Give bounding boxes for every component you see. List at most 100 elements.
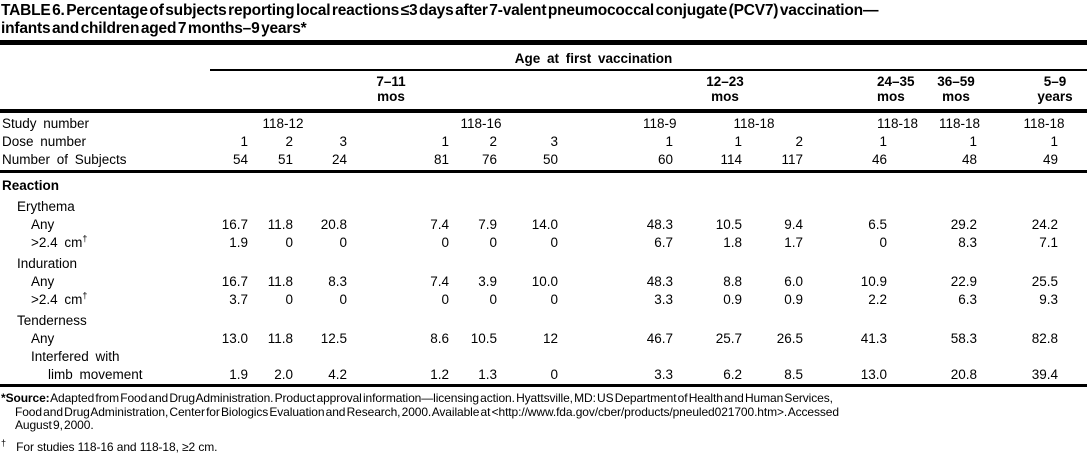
age-group-unit: mos xyxy=(942,89,970,104)
dose-number-value: 3 xyxy=(550,134,558,149)
reaction-row-label: Any xyxy=(31,331,55,346)
dagger-footnote-text: For studies 118-16 and 118-18, ≥2 cm. xyxy=(16,439,218,454)
dose-number-value: 1 xyxy=(734,134,742,149)
study-number-label: Study number xyxy=(2,116,90,131)
age-group-range: 24–35 xyxy=(877,74,915,89)
reaction-value xyxy=(977,250,1058,271)
source-footnote-line-1: *Source: Adapted from Food and Drug Admi… xyxy=(1,391,1087,406)
reaction-value: 8.8 xyxy=(723,274,742,289)
number-of-subjects-value: 54 xyxy=(210,149,248,173)
reaction-value: 2.0 xyxy=(248,364,293,387)
reaction-value: 0 xyxy=(497,364,558,387)
reaction-value xyxy=(248,172,293,194)
reaction-row-label: >2.4 cm† xyxy=(31,290,88,307)
dose-number-value: 1 xyxy=(879,134,887,149)
table-header: Age at first vaccination 7–11 mos 12–23 mo… xyxy=(0,45,1087,173)
spacer-cell xyxy=(1058,193,1087,214)
reaction-value xyxy=(347,172,449,194)
reaction-value: 9.3 xyxy=(1039,292,1058,307)
study-number: 118-12 xyxy=(262,116,304,131)
reaction-value xyxy=(347,346,449,364)
reaction-value xyxy=(497,346,558,364)
reaction-row-label: Erythema xyxy=(17,199,75,214)
reaction-row: Erythema xyxy=(0,193,1087,214)
reaction-value xyxy=(449,346,497,364)
dose-number-value: 1 xyxy=(1050,134,1058,149)
reaction-value: 12.5 xyxy=(320,331,347,346)
reaction-value: 46.7 xyxy=(646,331,673,346)
number-of-subjects-value: 76 xyxy=(449,149,497,173)
reaction-value xyxy=(673,250,742,271)
reaction-value: 6.5 xyxy=(868,217,887,232)
empty-corner-cell xyxy=(0,45,210,70)
dose-number-label: Dose number xyxy=(2,134,87,149)
reaction-value xyxy=(887,172,977,194)
reaction-value xyxy=(248,250,293,271)
reaction-value xyxy=(347,307,449,328)
reaction-value xyxy=(558,193,673,214)
dose-number-value: 1 xyxy=(441,134,449,149)
reaction-row-label: Tenderness xyxy=(17,313,87,328)
reaction-value: 24.2 xyxy=(1031,217,1058,232)
reaction-value: 1.9 xyxy=(210,364,248,387)
spacer-cell xyxy=(1058,149,1087,173)
reaction-value: 1.8 xyxy=(723,235,742,250)
reaction-value: 13.0 xyxy=(803,364,887,387)
reaction-row: Induration xyxy=(0,250,1087,271)
reaction-value: 0 xyxy=(879,235,887,250)
reaction-value xyxy=(742,307,803,328)
reaction-value xyxy=(497,307,558,328)
source-footnote: *Source: Adapted from Food and Drug Admi… xyxy=(1,391,1087,433)
reaction-value xyxy=(887,346,977,364)
age-group-range: 7–11 xyxy=(376,74,406,89)
reaction-value: 41.3 xyxy=(860,331,887,346)
reaction-value xyxy=(803,346,887,364)
reaction-value: 0 xyxy=(441,235,449,250)
dose-number-value: 2 xyxy=(489,134,497,149)
reaction-value xyxy=(248,307,293,328)
reaction-value: 6.2 xyxy=(673,364,742,387)
reaction-value: 3.3 xyxy=(558,364,673,387)
reaction-value: 3.9 xyxy=(478,274,497,289)
reaction-value xyxy=(347,250,449,271)
reaction-row-label: Interfered with xyxy=(31,349,120,364)
reaction-value xyxy=(673,193,742,214)
reaction-value xyxy=(673,172,742,194)
number-of-subjects-label: Number of Subjects xyxy=(0,149,210,173)
study-number: 118-16 xyxy=(460,116,502,131)
table-title-line-2: infants and children aged 7 months–9 yea… xyxy=(1,20,307,37)
source-footnote-text: Adapted from Food and Drug Administratio… xyxy=(49,391,833,405)
source-footnote-line-3: August 9, 2000. xyxy=(15,418,94,432)
reaction-value xyxy=(497,193,558,214)
reaction-value xyxy=(293,193,347,214)
reaction-row: >2.4 cm† 3.7 0 0 0 0 0 3.3 0.9 0.9 2.2 6.3 9.3 xyxy=(0,289,1087,307)
reaction-value: 8.5 xyxy=(742,364,803,387)
age-group-36-59-mos: 36–59 mos xyxy=(887,70,977,113)
age-group-range: 12–23 xyxy=(706,74,744,89)
number-of-subjects-value: 49 xyxy=(977,149,1058,173)
reaction-value: 20.8 xyxy=(887,364,977,387)
reaction-row: Reaction xyxy=(0,172,1087,194)
reaction-value: 0 xyxy=(339,235,347,250)
reaction-value xyxy=(803,307,887,328)
reaction-value: 6.0 xyxy=(784,274,803,289)
reaction-row-label: Any xyxy=(31,274,55,289)
age-span-row: Age at first vaccination xyxy=(0,45,1087,71)
reaction-value: 0 xyxy=(550,235,558,250)
age-group-range: 36–59 xyxy=(937,74,975,89)
reaction-value xyxy=(673,307,742,328)
number-of-subjects-value: 50 xyxy=(497,149,558,173)
age-group-7-11-mos: 7–11 mos xyxy=(210,70,558,113)
reaction-value: 1.3 xyxy=(449,364,497,387)
age-group-unit: mos xyxy=(877,89,905,104)
number-of-subjects-value: 60 xyxy=(558,149,673,173)
age-group-5-9-years: 5–9 years xyxy=(977,70,1087,113)
dose-number-value: 1 xyxy=(969,134,977,149)
reaction-value xyxy=(742,250,803,271)
reaction-value: 4.2 xyxy=(293,364,347,387)
reaction-value xyxy=(887,250,977,271)
study-number: 118-18 xyxy=(939,116,981,131)
reaction-value: 8.6 xyxy=(430,331,449,346)
reaction-value xyxy=(803,172,887,194)
